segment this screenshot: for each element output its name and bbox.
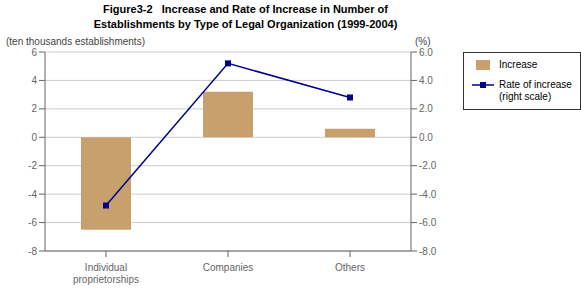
- html-text:Increase: Increase: [499, 59, 538, 70]
- svg-text:2: 2: [31, 103, 37, 114]
- svg-text:Others: Others: [335, 262, 365, 273]
- svg-text:0.0: 0.0: [419, 132, 433, 143]
- svg-text:-8.0: -8.0: [419, 246, 437, 257]
- svg-text:-8: -8: [28, 246, 37, 257]
- svg-text:4: 4: [31, 75, 37, 86]
- svg-text:Individualproprietorships: Individualproprietorships: [73, 262, 139, 285]
- svg-text:-4: -4: [28, 189, 37, 200]
- html-text:(ten thousands establishments): (ten thousands establishments): [6, 36, 145, 47]
- html-text:Figure3-2 Increase and Rate of: Figure3-2 Increase and Rate of Increase …: [93, 3, 398, 30]
- html-text:Rate of increase (right scale): Rate of increase (right scale): [499, 79, 572, 102]
- svg-text:6.0: 6.0: [419, 47, 433, 58]
- svg-text:0: 0: [31, 132, 37, 143]
- svg-text:-6: -6: [28, 217, 37, 228]
- svg-text:-4.0: -4.0: [419, 189, 437, 200]
- svg-text:4.0: 4.0: [419, 75, 433, 86]
- svg-text:-2: -2: [28, 160, 37, 171]
- svg-text:Companies: Companies: [203, 262, 254, 273]
- svg-text:2.0: 2.0: [419, 103, 433, 114]
- svg-text:-6.0: -6.0: [419, 217, 437, 228]
- svg-text:6: 6: [31, 47, 37, 58]
- svg-text:-2.0: -2.0: [419, 160, 437, 171]
